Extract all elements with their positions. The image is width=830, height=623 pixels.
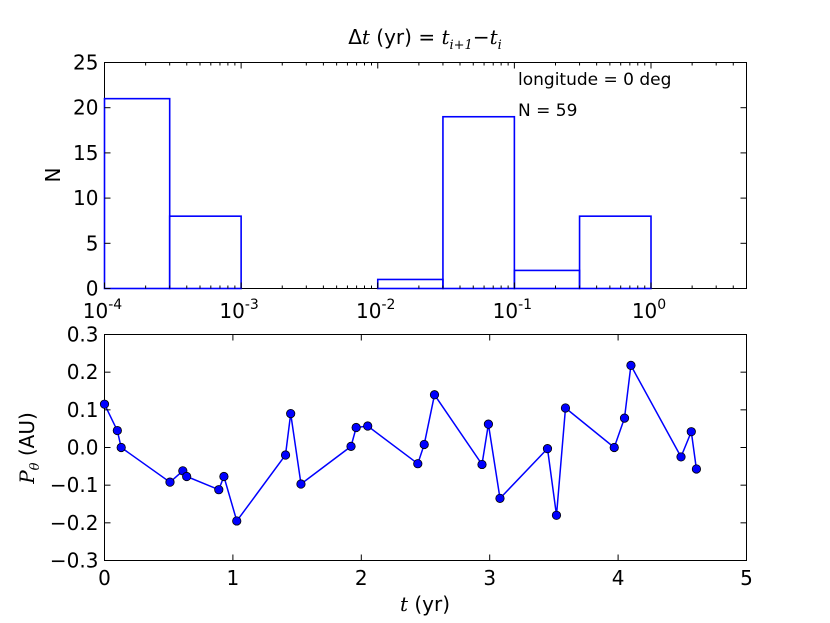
histogram-frame (104, 62, 747, 289)
histogram-bar (442, 115, 516, 290)
x-tick-label: 3 (483, 566, 496, 590)
data-point (676, 452, 686, 462)
y-tick-label: 0.3 (67, 323, 99, 347)
data-point (296, 479, 306, 489)
y-tick-label: 0.0 (67, 436, 99, 460)
data-point (112, 425, 122, 436)
y-tick-label: 5 (86, 231, 99, 255)
data-point (419, 439, 429, 450)
data-point (219, 471, 229, 482)
histogram-panel: Δt (yr) = ti+1−ti 0 5 10 15 20 25 10-4 10-3 10-… (41, 25, 747, 323)
data-point (346, 441, 356, 451)
data-point (551, 510, 562, 520)
x-tick-label: 4 (612, 566, 625, 590)
data-point (495, 493, 505, 503)
x-tick-label: 1 (227, 566, 240, 590)
data-point (182, 471, 192, 482)
x-tick-label: 5 (740, 566, 753, 590)
histogram-bar (376, 278, 444, 290)
y-tick-label: 0 (86, 277, 99, 301)
histogram-ylabel: N (41, 168, 65, 183)
x-tick-label: 0 (98, 566, 111, 590)
y-tick-label: 20 (73, 96, 98, 120)
data-point (626, 360, 636, 370)
data-point (619, 413, 630, 423)
histogram-bar (168, 215, 242, 290)
data-point (560, 403, 571, 413)
timeseries-xlabel: t (yr) (400, 592, 450, 616)
y-tick-label: 15 (73, 141, 98, 165)
data-point (477, 459, 487, 470)
x-tick-label: 10-1 (493, 297, 532, 323)
histogram-bar (513, 269, 581, 290)
histogram-title: Δt (yr) = ti+1−ti (348, 25, 502, 53)
y-tick-label: −0.2 (50, 511, 99, 535)
data-point (214, 485, 224, 495)
data-point (99, 399, 110, 409)
histogram-bar (578, 215, 652, 290)
y-tick-label: 25 (73, 51, 98, 75)
y-tick-label: −0.1 (50, 473, 99, 497)
data-point (429, 390, 440, 400)
x-tick-label: 100 (632, 297, 666, 323)
data-point (363, 421, 373, 431)
y-tick-label: 0.1 (67, 398, 99, 422)
data-point (483, 419, 494, 429)
data-point (286, 408, 296, 419)
data-point (413, 459, 423, 469)
x-tick-label: 2 (355, 566, 368, 590)
x-tick-label: 10-2 (356, 297, 395, 323)
annotation-count: N = 59 (518, 101, 577, 121)
data-point (116, 442, 126, 453)
y-tick-label: 0.2 (67, 360, 99, 384)
timeseries-ylabel: Pθ (AU) (15, 412, 43, 485)
x-tick-label: 10-4 (83, 297, 123, 323)
data-point (542, 444, 553, 454)
histogram-bar (103, 97, 171, 290)
data-point (351, 422, 361, 433)
data-point (609, 442, 619, 453)
data-point (686, 427, 696, 437)
data-point (165, 477, 175, 487)
data-point (691, 464, 702, 474)
series-line (103, 362, 698, 523)
y-tick-label: 10 (73, 186, 98, 210)
y-tick-label: −0.3 (50, 549, 99, 573)
data-point (280, 450, 291, 460)
annotation-longitude: longitude = 0 deg (518, 70, 671, 90)
x-tick-label: 10-3 (219, 297, 258, 323)
data-point (232, 516, 242, 526)
